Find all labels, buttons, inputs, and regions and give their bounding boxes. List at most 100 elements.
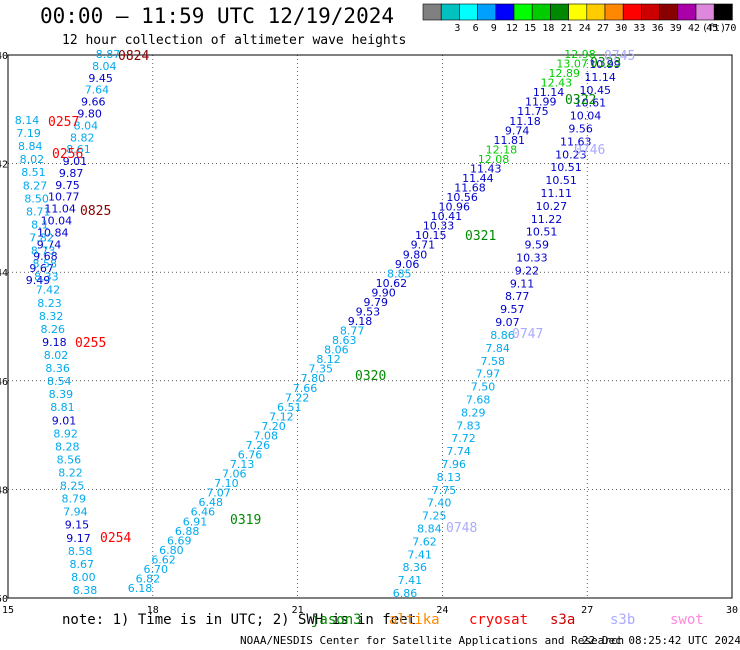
legend-swatch: [495, 3, 515, 21]
wave-height-reading: 8.23: [37, 297, 62, 310]
wave-height-reading: 7.80: [301, 372, 326, 385]
legend-swatch: [641, 3, 660, 21]
y-tick-label: -46: [0, 377, 8, 388]
wave-height-reading: 8.33: [34, 271, 59, 284]
wave-height-reading: 7.74: [446, 445, 471, 458]
wave-height-reading: 9.59: [524, 239, 549, 252]
wave-height-reading: 8.39: [49, 388, 74, 401]
wave-height-reading: 7.40: [427, 497, 452, 510]
wave-height-reading: 7.20: [261, 420, 286, 433]
wave-height-reading: 6.69: [167, 534, 192, 547]
wave-height-reading: 9.11: [510, 277, 535, 290]
wave-height-reading: 9.87: [59, 167, 84, 180]
wave-height-reading: 6.62: [151, 553, 176, 566]
legend-tick-label: 70: [724, 23, 736, 34]
wave-height-reading: 8.92: [53, 427, 78, 440]
wave-height-reading: 8.02: [20, 153, 45, 166]
wave-height-reading: 7.97: [476, 368, 501, 381]
wave-height-reading: 8.28: [55, 440, 80, 453]
wave-height-reading: 7.75: [432, 484, 457, 497]
wave-height-reading: 7.82: [29, 232, 54, 245]
generated-timestamp: 22 Dec 08:25:42 UTC 2024: [582, 634, 740, 647]
wave-height-reading: 6.80: [159, 544, 184, 557]
wave-height-reading: 7.62: [412, 535, 437, 548]
y-tick-label: -50: [0, 594, 8, 605]
wave-height-reading: 7.12: [269, 410, 294, 423]
wave-height-reading: 7.41: [398, 574, 423, 587]
wave-height-reading: 10.62: [376, 277, 408, 290]
wave-height-reading: 8.61: [66, 143, 91, 156]
x-tick-label: 24: [436, 605, 448, 616]
wave-height-reading: 8.71: [26, 205, 51, 218]
pass-label: 0320: [355, 369, 386, 384]
wave-height-reading: 7.41: [407, 548, 432, 561]
wave-height-reading: 6.82: [136, 572, 161, 585]
wave-height-reading: 8.36: [45, 362, 70, 375]
wave-height-reading: 10.51: [550, 161, 582, 174]
wave-height-reading: 8.36: [403, 561, 428, 574]
wave-height-reading: 8.73: [31, 245, 56, 258]
wave-height-reading: 11.18: [509, 115, 541, 128]
wave-height-reading: 6.48: [198, 496, 223, 509]
wave-height-reading: 11.14: [533, 86, 565, 99]
wave-height-reading: 8.29: [461, 406, 486, 419]
pass-label: 0745: [604, 49, 635, 64]
wave-height-reading: 9.67: [29, 262, 54, 275]
wave-height-reading: 8.27: [23, 179, 48, 192]
wave-height-reading: 9.22: [515, 264, 540, 277]
legend-tick-label: 24: [579, 23, 591, 34]
pass-label: 0825: [80, 204, 111, 219]
credit-line: NOAA/NESDIS Center for Satellite Applica…: [240, 634, 625, 647]
legend-tick-label: 39: [670, 23, 682, 34]
wave-height-reading: 9.79: [363, 296, 388, 309]
wave-height-reading: 8.54: [47, 375, 72, 388]
wave-height-reading: 8.02: [44, 349, 69, 362]
wave-height-reading: 8.00: [71, 571, 96, 584]
y-tick-label: -42: [0, 160, 8, 171]
wave-height-reading: 8.32: [39, 310, 64, 323]
wave-height-reading: 6.18: [128, 582, 153, 595]
wave-height-reading: 10.45: [579, 84, 611, 97]
pass-label: 0748: [446, 521, 477, 536]
wave-height-reading: 12.98: [564, 48, 596, 61]
wave-height-reading: 11.04: [44, 203, 76, 216]
wave-height-reading: 7.08: [253, 429, 278, 442]
color-legend: 3 6 9 12 15 18 21 24 27 30 33 36 39 42 45 70(ft): [422, 3, 736, 34]
legend-swatch: [586, 3, 606, 21]
legend-swatch: [422, 3, 442, 21]
wave-height-reading: 6.88: [175, 525, 200, 538]
wave-height-reading: 9.90: [371, 286, 396, 299]
wave-height-reading: 7.96: [442, 458, 467, 471]
legend-swatch: [659, 3, 679, 21]
wave-height-reading: 7.72: [451, 432, 476, 445]
wave-height-reading: 6.46: [191, 506, 216, 519]
wave-height-reading: 9.01: [52, 414, 77, 427]
wave-height-reading: 8.25: [60, 480, 85, 493]
legend-swatch: [622, 3, 642, 21]
wave-height-reading: 7.35: [308, 363, 333, 376]
wave-height-reading: 11.63: [560, 135, 592, 148]
wave-height-reading: 7.07: [206, 487, 231, 500]
y-tick-label: -44: [0, 268, 8, 279]
wave-height-reading: 9.01: [63, 155, 88, 168]
legend-swatch: [713, 3, 733, 21]
x-tick-label: 27: [581, 605, 593, 616]
wave-height-reading: 7.68: [466, 393, 491, 406]
legend-tick-label: 42: [688, 23, 700, 34]
wave-height-reading: 11.44: [462, 172, 494, 185]
wave-height-reading: 11.22: [531, 213, 563, 226]
wave-height-reading: 9.53: [356, 305, 381, 318]
legend-s3a: s3a: [550, 612, 576, 628]
wave-height-reading: 10.04: [41, 215, 73, 228]
wave-height-reading: 10.96: [439, 201, 471, 214]
wave-height-reading: 10.33: [516, 252, 548, 265]
legend-jason3: jason3: [311, 612, 362, 628]
x-tick-label: 15: [2, 605, 14, 616]
wave-height-reading: 8.63: [332, 334, 357, 347]
wave-height-reading: 9.66: [81, 96, 106, 109]
wave-height-reading: 6.76: [238, 449, 263, 462]
wave-height-reading: 8.26: [41, 323, 66, 336]
pass-label: 0321: [465, 229, 496, 244]
x-tick-label: 30: [726, 605, 738, 616]
